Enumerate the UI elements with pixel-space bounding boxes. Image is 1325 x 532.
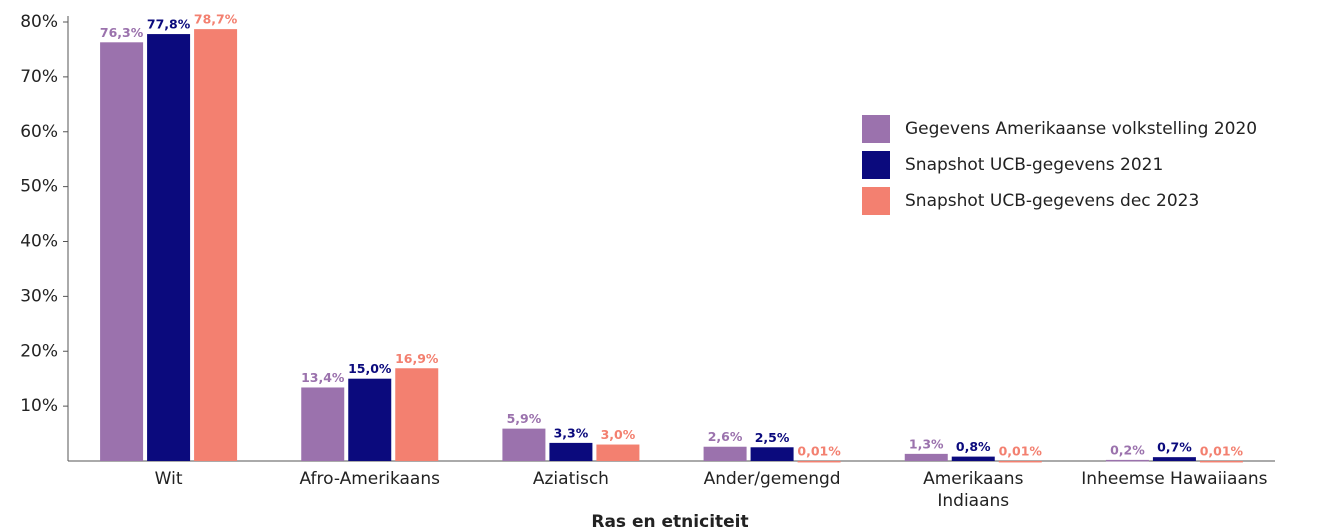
value-label: 0,01% (999, 443, 1043, 458)
y-tick-label: 50% (20, 177, 58, 197)
bar (1105, 459, 1149, 462)
value-label: 15,0% (348, 361, 392, 376)
x-tick-label: Amerikaans Indiaans (923, 469, 1024, 511)
bar (951, 456, 995, 461)
bar (348, 378, 392, 461)
legend-label: Snapshot UCB-gegevens 2021 (905, 155, 1163, 175)
x-tick-label: Ander/gemengd (703, 469, 841, 489)
legend-swatch (862, 151, 890, 179)
bar (549, 442, 593, 461)
legend-swatch (862, 187, 890, 215)
y-tick-label: 10% (20, 396, 58, 416)
y-tick-label: 70% (20, 67, 58, 87)
y-tick-label: 60% (20, 122, 58, 142)
bar (301, 387, 345, 461)
bar (904, 453, 948, 461)
x-axis-title: Ras en etniciteit (591, 512, 748, 532)
x-tick-label: Wit (154, 469, 183, 489)
bar (998, 460, 1042, 463)
value-label: 0,01% (1200, 443, 1244, 458)
value-label: 16,9% (395, 351, 439, 366)
value-label: 3,0% (601, 427, 636, 442)
bar (703, 446, 747, 461)
y-tick-label: 20% (20, 341, 58, 361)
bar (1152, 457, 1196, 461)
x-tick-label: Inheemse Hawaiiaans (1081, 469, 1268, 489)
value-label: 0,01% (797, 443, 841, 458)
legend-label: Snapshot UCB-gegevens dec 2023 (905, 191, 1199, 211)
x-tick-label: Afro-Amerikaans (299, 469, 440, 489)
value-label: 78,7% (194, 12, 238, 27)
bar (596, 444, 640, 461)
y-tick-label: 30% (20, 286, 58, 306)
value-label: 13,4% (301, 370, 345, 385)
bar (147, 34, 191, 461)
value-label: 0,8% (956, 439, 991, 454)
bar (100, 42, 144, 462)
value-label: 0,2% (1110, 442, 1145, 457)
bar (194, 29, 238, 461)
value-label: 1,3% (909, 436, 944, 451)
bar (797, 460, 841, 463)
legend-swatch (862, 115, 890, 143)
bar (502, 428, 546, 461)
legend-label: Gegevens Amerikaanse volkstelling 2020 (905, 119, 1257, 139)
bar (395, 368, 439, 461)
value-label: 77,8% (147, 17, 191, 32)
y-tick-label: 40% (20, 232, 58, 252)
value-label: 3,3% (554, 425, 589, 440)
value-label: 2,5% (755, 430, 790, 445)
value-label: 5,9% (507, 411, 542, 426)
value-label: 0,7% (1157, 440, 1192, 455)
bar (1199, 460, 1243, 463)
value-label: 2,6% (708, 429, 743, 444)
bar (750, 447, 794, 461)
value-label: 76,3% (100, 25, 144, 40)
x-tick-label: Aziatisch (532, 469, 609, 489)
y-tick-label: 80% (20, 12, 58, 32)
